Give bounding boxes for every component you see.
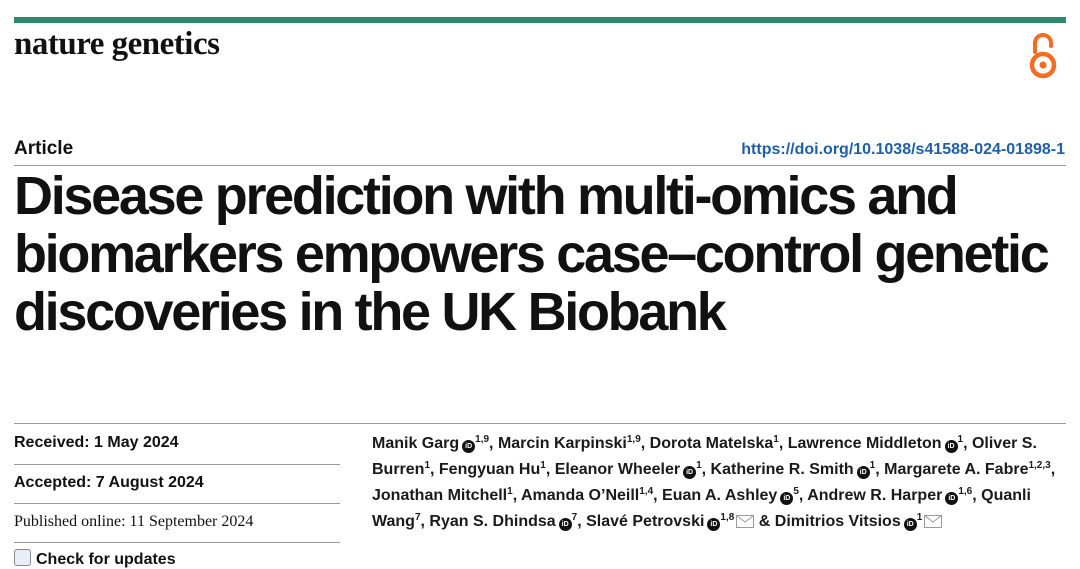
author-list: Manik Garg iD1,9, Marcin Karpinski1,9, Do… — [372, 431, 1072, 537]
author-entry[interactable]: Euan A. Ashley iD5 — [662, 486, 799, 505]
article-title: Disease prediction with multi-omics and … — [14, 166, 1050, 342]
published-date: Published online: 11 September 2024 — [14, 513, 254, 530]
author-name[interactable]: Jonathan Mitchell — [372, 487, 508, 504]
affiliation-superscript: 1 — [869, 460, 876, 471]
author-entry[interactable]: Eleanor Wheeler iD1 — [554, 460, 702, 479]
author-name[interactable]: Eleanor Wheeler — [554, 461, 681, 478]
author-entry[interactable]: Margarete A. Fabre1,2,3 — [884, 460, 1051, 479]
author-name[interactable]: Marcin Karpinski — [497, 435, 627, 452]
meta-divider — [14, 464, 340, 465]
mail-icon[interactable] — [736, 511, 755, 537]
author-name[interactable]: Manik Garg — [372, 435, 460, 452]
orcid-icon[interactable]: iD — [462, 440, 476, 453]
author-entry[interactable]: Dorota Matelska1 — [649, 434, 779, 453]
author-name[interactable]: Euan A. Ashley — [662, 487, 778, 504]
affiliation-superscript: 1 — [773, 434, 779, 445]
article-type: Article — [14, 138, 74, 159]
affiliation-superscript: 7 — [414, 512, 421, 523]
received-date: Received: 1 May 2024 — [14, 434, 179, 451]
author-name[interactable]: Oliver S. Burren — [372, 435, 1037, 478]
author-entry[interactable]: Jonathan Mitchell1 — [372, 486, 513, 505]
check-for-updates[interactable]: Check for updates — [14, 549, 176, 569]
affiliation-superscript: 5 — [793, 486, 799, 497]
author-entry[interactable]: Marcin Karpinski1,9 — [497, 434, 641, 453]
author-entry[interactable]: Slavé Petrovski iD1,8 — [586, 512, 755, 531]
affiliation-superscript: 1 — [424, 460, 431, 471]
affiliation-superscript: 1 — [507, 486, 513, 497]
brand-color-bar — [14, 17, 1066, 23]
orcid-icon[interactable]: iD — [903, 518, 917, 531]
author-name[interactable]: Dimitrios Vitsios — [774, 513, 901, 530]
check-for-updates-label: Check for updates — [36, 551, 176, 568]
author-entry[interactable]: Katherine R. Smith iD1 — [710, 460, 876, 479]
author-entry[interactable]: Fengyuan Hu1 — [438, 460, 546, 479]
header-divider — [14, 165, 1066, 166]
orcid-icon[interactable]: iD — [683, 466, 697, 479]
meta-divider-top — [14, 423, 1066, 424]
author-name[interactable]: Lawrence Middleton — [787, 435, 942, 452]
meta-divider — [14, 503, 340, 504]
affiliation-superscript: 1,9 — [626, 434, 641, 445]
affiliation-superscript: 1,4 — [639, 486, 654, 497]
author-name[interactable]: Ryan S. Dhindsa — [429, 513, 556, 530]
orcid-icon[interactable]: iD — [780, 492, 794, 505]
author-name[interactable]: Dorota Matelska — [649, 435, 774, 452]
orcid-icon[interactable]: iD — [856, 466, 870, 479]
affiliation-superscript: 1,6 — [958, 486, 973, 497]
affiliation-superscript: 1,9 — [475, 434, 490, 445]
author-name[interactable]: Margarete A. Fabre — [884, 461, 1029, 478]
author-entry[interactable]: Manik Garg iD1,9 — [372, 434, 490, 453]
mail-icon[interactable] — [924, 511, 943, 537]
affiliation-superscript: 1,8 — [720, 512, 735, 523]
orcid-icon[interactable]: iD — [707, 518, 721, 531]
author-name[interactable]: Amanda O’Neill — [520, 487, 640, 504]
author-entry[interactable]: Amanda O’Neill1,4 — [520, 486, 654, 505]
author-entry[interactable]: Ryan S. Dhindsa iD7 — [429, 512, 578, 531]
author-name[interactable]: Katherine R. Smith — [710, 461, 854, 478]
orcid-icon[interactable]: iD — [944, 440, 958, 453]
orcid-icon[interactable]: iD — [558, 518, 572, 531]
accepted-date: Accepted: 7 August 2024 — [14, 474, 204, 491]
affiliation-superscript: 7 — [571, 512, 578, 523]
author-name[interactable]: Quanli Wang — [372, 487, 1031, 530]
meta-divider — [14, 542, 340, 543]
affiliation-superscript: 1 — [916, 512, 923, 523]
affiliation-superscript: 1 — [540, 460, 546, 471]
affiliation-superscript: 1 — [957, 434, 964, 445]
author-name[interactable]: Andrew R. Harper — [807, 487, 943, 504]
author-name[interactable]: Fengyuan Hu — [438, 461, 541, 478]
doi-link[interactable]: https://doi.org/10.1038/s41588-024-01898… — [741, 141, 1065, 158]
author-entry[interactable]: Dimitrios Vitsios iD1 — [774, 512, 943, 531]
journal-name: nature genetics — [14, 26, 220, 62]
author-entry[interactable]: Quanli Wang7 — [372, 487, 1031, 530]
author-entry[interactable]: Oliver S. Burren1 — [372, 435, 1037, 478]
author-name[interactable]: Slavé Petrovski — [586, 513, 705, 530]
affiliation-superscript: 1,2,3 — [1028, 460, 1051, 471]
open-access-icon[interactable] — [1027, 30, 1059, 80]
author-entry[interactable]: Andrew R. Harper iD1,6 — [807, 486, 973, 505]
orcid-icon[interactable]: iD — [945, 492, 959, 505]
author-entry[interactable]: Lawrence Middleton iD1 — [787, 434, 964, 453]
affiliation-superscript: 1 — [696, 460, 702, 471]
